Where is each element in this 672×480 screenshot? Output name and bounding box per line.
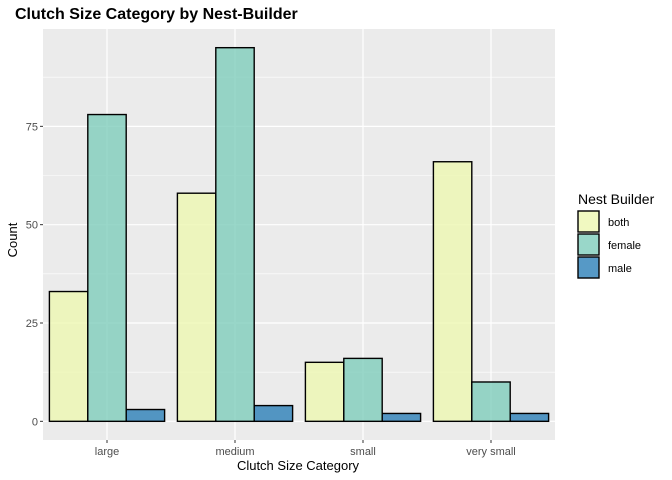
bar-male-very-small (509, 412, 550, 423)
legend-key-male (577, 256, 600, 279)
y-tick-label: 0 (32, 416, 38, 428)
x-tick-label: medium (215, 446, 254, 458)
legend-label-female: female (608, 240, 641, 252)
y-tick-label: 50 (26, 220, 38, 232)
legend-label-both: both (608, 217, 629, 229)
legend-label-male: male (608, 263, 632, 275)
y-tick-label: 75 (26, 121, 38, 133)
bar-male-medium (253, 404, 294, 423)
y-axis-title: Count (5, 222, 20, 257)
legend: Nest Builder both female male (577, 191, 655, 279)
chart-title: Clutch Size Category by Nest-Builder (15, 6, 298, 23)
x-tick-label: very small (466, 446, 516, 458)
bars (48, 46, 550, 423)
bar-both-small (304, 361, 345, 423)
y-tick-label: 25 (26, 318, 38, 330)
bar-male-small (381, 412, 422, 423)
x-axis: large medium small very small (95, 440, 516, 458)
bar-female-medium (215, 46, 255, 423)
bar-both-very-small (432, 161, 473, 423)
legend-key-female (577, 233, 600, 256)
x-axis-title: Clutch Size Category (237, 458, 360, 473)
bar-male-large (125, 408, 166, 423)
bar-female-large (87, 113, 127, 423)
x-tick-label: large (95, 446, 119, 458)
bar-female-very-small (471, 381, 511, 423)
legend-key-both (577, 210, 600, 233)
bar-both-medium (176, 192, 217, 423)
y-axis: 0 25 50 75 (26, 121, 43, 428)
x-tick-label: small (350, 446, 376, 458)
bar-female-small (343, 357, 383, 423)
legend-title: Nest Builder (578, 191, 655, 207)
bar-both-large (48, 290, 89, 423)
